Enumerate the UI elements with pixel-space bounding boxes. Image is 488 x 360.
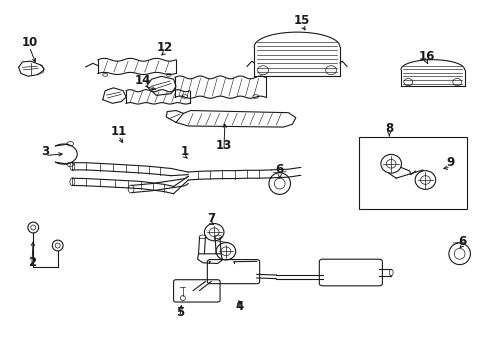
Text: 11: 11 (110, 125, 126, 138)
Text: 7: 7 (207, 212, 215, 225)
Bar (359, 137, 466, 209)
Text: 2: 2 (28, 256, 36, 269)
Text: 10: 10 (21, 36, 38, 49)
Text: 9: 9 (446, 156, 454, 169)
Text: 8: 8 (385, 122, 392, 135)
Text: 4: 4 (235, 300, 243, 312)
Text: 1: 1 (181, 145, 188, 158)
Text: 15: 15 (293, 14, 310, 27)
Text: 5: 5 (176, 306, 183, 319)
Text: 14: 14 (134, 75, 151, 87)
Text: 6: 6 (275, 163, 283, 176)
Text: 3: 3 (41, 145, 49, 158)
Text: 13: 13 (215, 139, 232, 152)
Text: 12: 12 (157, 41, 173, 54)
Text: 6: 6 (457, 235, 465, 248)
Text: 16: 16 (417, 50, 434, 63)
